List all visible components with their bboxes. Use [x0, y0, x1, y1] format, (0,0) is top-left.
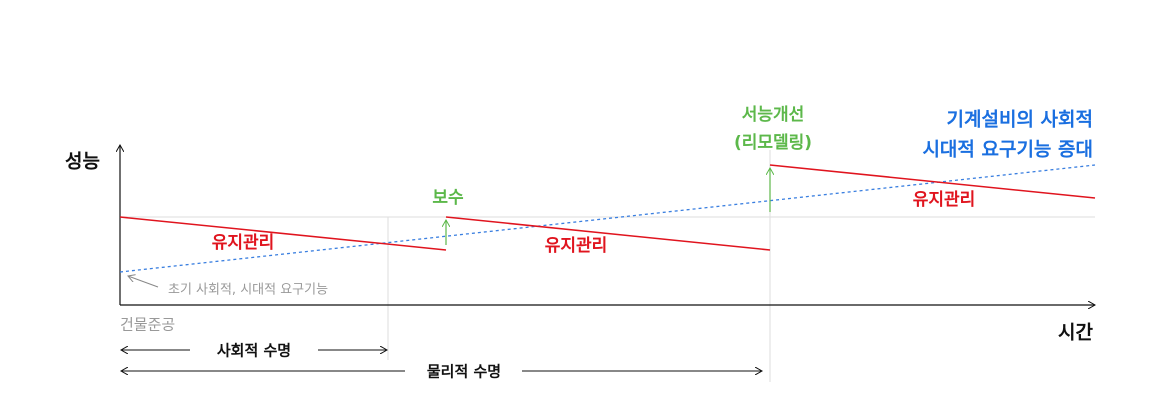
x-axis-label: 시간 [1058, 322, 1093, 344]
remodel-label: (리모델링) [734, 132, 812, 153]
performance-line [769, 164, 1096, 199]
demand-label: 기계설비의 사회적 [947, 109, 1093, 131]
performance-line [445, 216, 771, 251]
maintenance-label: 유지관리 [545, 236, 608, 256]
initial-label: 초기 사회적, 시대적 요구기능 [168, 283, 328, 298]
maintenance-label: 유지관리 [913, 190, 976, 210]
demand-label: 시대적 요구기능 증대 [922, 139, 1093, 161]
repair-label: 보수 [432, 188, 464, 208]
performance-line [119, 216, 447, 251]
remodel-label: 서능개선 [742, 105, 805, 125]
social-life-label: 사회적 수명 [217, 342, 291, 360]
completion-label: 건물준공 [120, 316, 175, 334]
maintenance-label: 유지관리 [212, 233, 275, 253]
physical-life-label: 물리적 수명 [427, 363, 501, 381]
y-axis-label: 성능 [65, 151, 100, 173]
pointer-arrow [128, 276, 159, 288]
demand-line [119, 164, 1096, 273]
